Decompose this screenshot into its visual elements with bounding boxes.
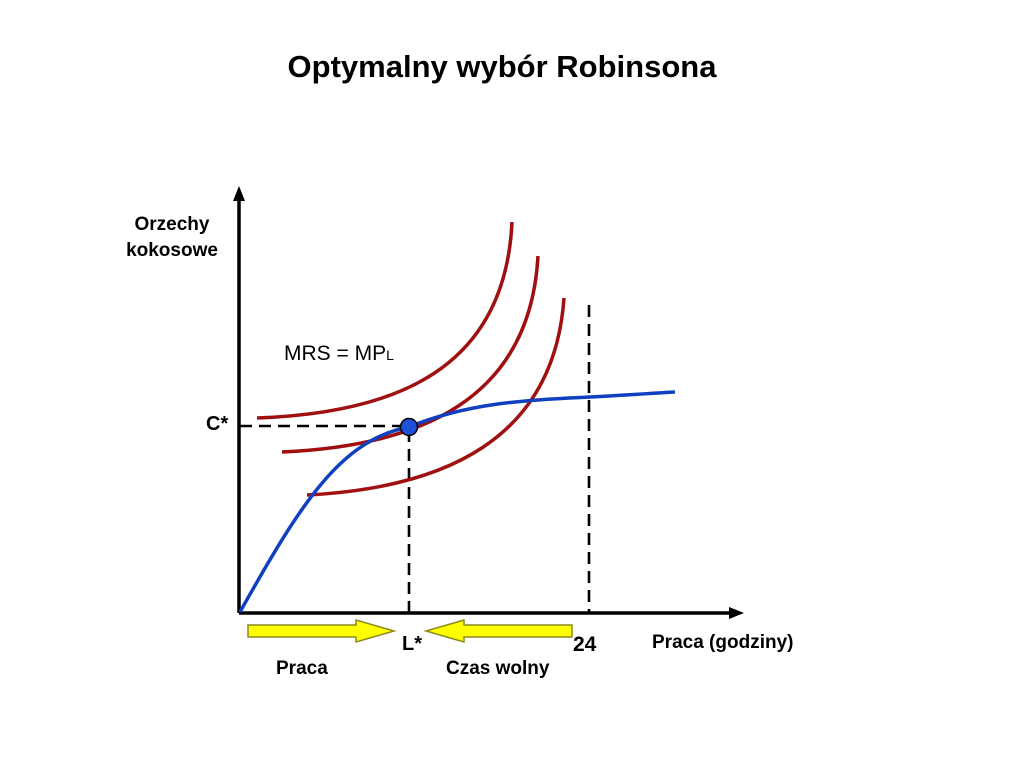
indifference-curve-2: [281, 255, 540, 454]
czas-wolny-arrow: [423, 619, 573, 643]
tick-24-label: 24: [573, 633, 597, 656]
x-axis-arrowhead: [729, 607, 744, 619]
y-axis-label-line1: Orzechy: [134, 214, 210, 235]
page-title: Optymalny wybór Robinsona: [287, 49, 717, 84]
y-axis-arrowhead: [233, 186, 245, 201]
production-curve: [238, 390, 676, 613]
y-axis-label-line2: kokosowe: [126, 240, 218, 261]
praca-arrow: [247, 619, 397, 643]
mrs-equation-label: MRS = MPL: [284, 342, 394, 366]
y-axis-label: Orzechy kokosowe: [112, 212, 232, 264]
c-star-label: C*: [206, 413, 229, 435]
mrs-equation-main: MRS = MP: [284, 342, 387, 365]
praca-label: Praca: [276, 658, 328, 679]
indifference-curve-1: [256, 221, 514, 420]
l-star-label: L*: [402, 633, 422, 655]
optimum-point: [399, 417, 419, 437]
indifference-curve-3: [306, 297, 566, 497]
czas-wolny-label: Czas wolny: [446, 658, 550, 679]
mrs-equation-subscript: L: [386, 347, 394, 363]
x-axis-label: Praca (godziny): [652, 632, 794, 653]
